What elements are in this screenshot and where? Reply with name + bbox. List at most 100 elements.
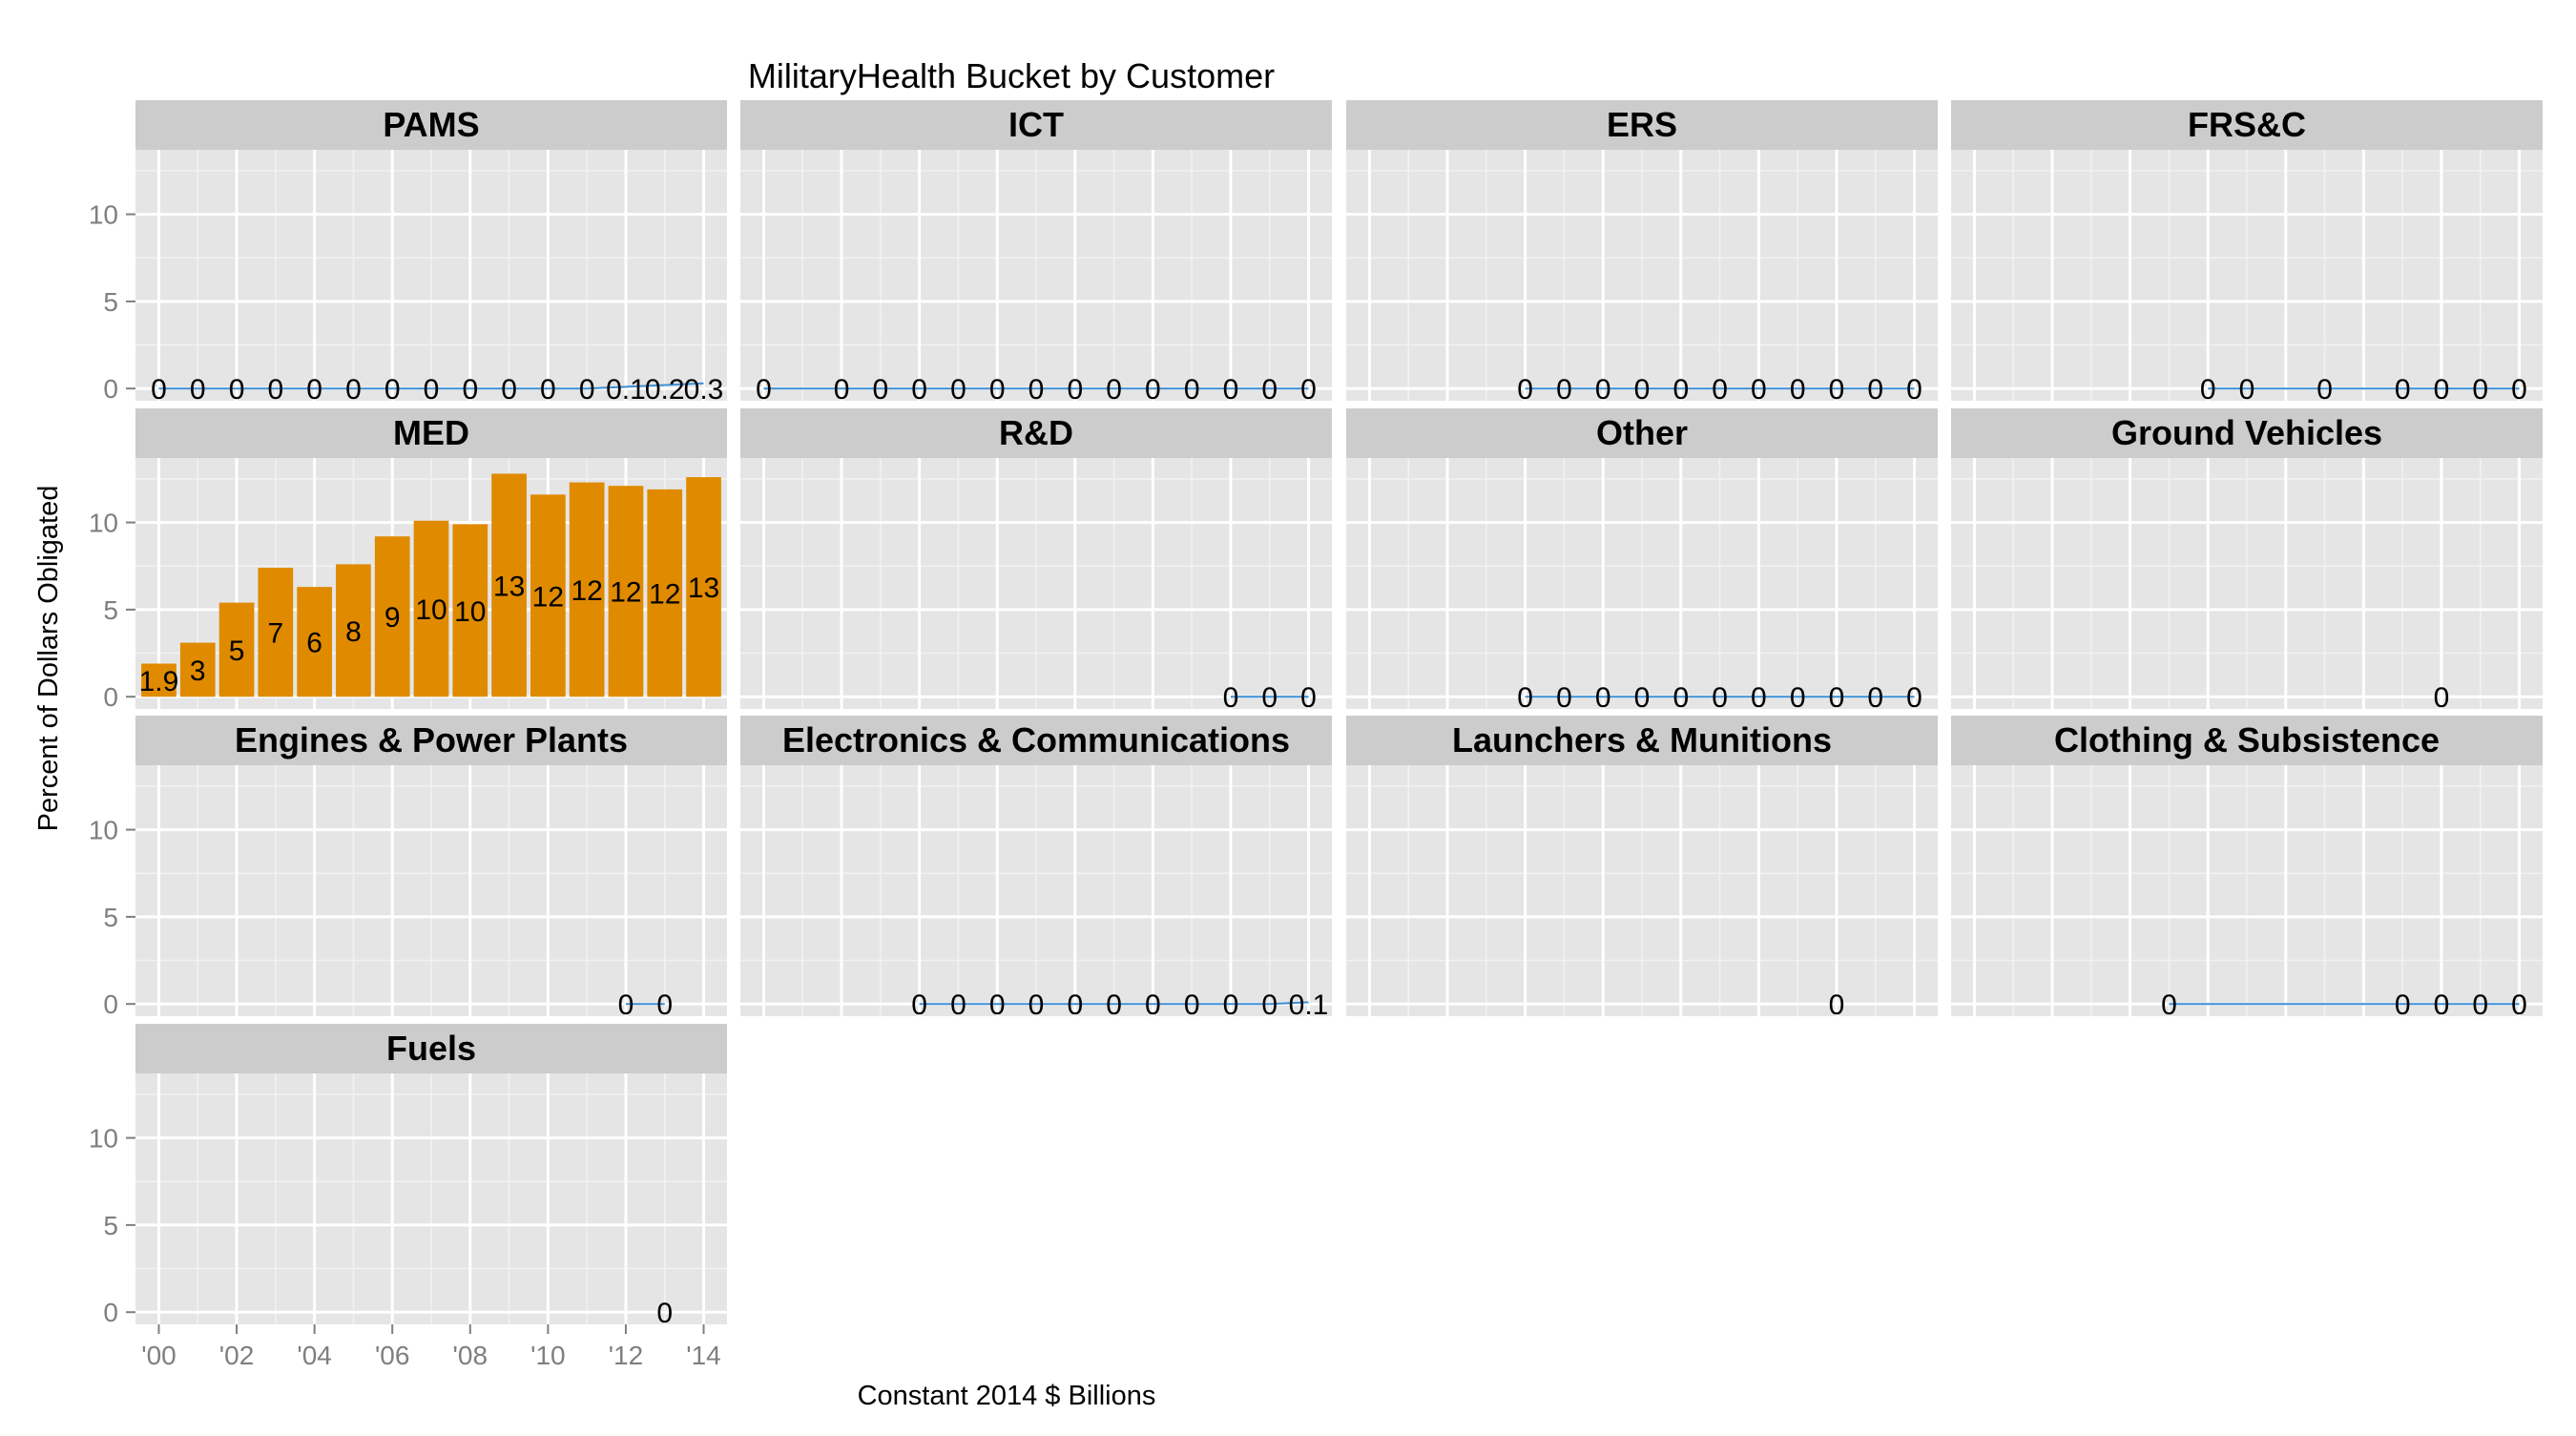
data-label: 0 <box>2395 989 2411 1021</box>
data-label: 0 <box>2472 989 2488 1021</box>
data-label: 0 <box>1634 374 1651 406</box>
facet-strip <box>1951 408 2543 458</box>
data-label: 0 <box>1067 374 1083 406</box>
data-label: 0 <box>1829 989 1845 1021</box>
y-tick-label: 10 <box>89 816 118 845</box>
bar <box>374 536 410 697</box>
data-label: 0 <box>911 989 927 1021</box>
data-label: 0 <box>989 374 1006 406</box>
facet-strip <box>135 408 727 458</box>
data-label: 0 <box>2434 989 2450 1021</box>
facet-strip-label: Fuels <box>386 1029 476 1068</box>
bar <box>530 494 566 697</box>
data-label: 0 <box>872 374 888 406</box>
facet-strip-label: R&D <box>999 413 1073 452</box>
bar <box>297 587 332 697</box>
data-label: 0 <box>1829 682 1845 714</box>
data-label: 0 <box>462 374 478 406</box>
data-label: 0 <box>1906 682 1922 714</box>
data-label: 0 <box>2511 374 2527 406</box>
data-label: 0 <box>1867 374 1883 406</box>
facet-strip <box>740 100 1332 150</box>
bar <box>569 482 605 697</box>
data-label: 0.2 <box>645 374 685 406</box>
facet-strip <box>740 408 1332 458</box>
facet-panel: Ground Vehicles 0 <box>1951 408 2543 714</box>
x-tick-label: '06 <box>375 1341 410 1370</box>
facet-strip <box>1346 408 1938 458</box>
data-label: 0 <box>950 989 966 1021</box>
data-label: 1.9 <box>139 666 179 697</box>
data-label: 0 <box>1556 682 1572 714</box>
data-label: 0 <box>2316 374 2333 406</box>
data-label: 0 <box>540 374 556 406</box>
y-tick-label: 0 <box>103 682 118 712</box>
data-label: 0 <box>950 374 966 406</box>
x-tick-label: '02 <box>219 1341 255 1370</box>
x-tick-label: '12 <box>609 1341 644 1370</box>
data-label: 0 <box>1595 374 1611 406</box>
facet-strip <box>1346 100 1938 150</box>
data-label: 0 <box>190 374 206 406</box>
data-label: 0 <box>384 374 401 406</box>
data-label: 0 <box>2472 374 2488 406</box>
data-label: 0 <box>1300 682 1317 714</box>
data-label: 0 <box>1751 374 1767 406</box>
bar <box>413 520 449 697</box>
data-label: 0 <box>1829 374 1845 406</box>
data-label: 0 <box>989 989 1006 1021</box>
x-axis-label: Constant 2014 $ Billions <box>858 1381 1156 1411</box>
facet-strip-label: Clothing & Subsistence <box>2054 720 2440 760</box>
data-label: 12 <box>532 581 564 613</box>
y-tick-label: 10 <box>89 200 118 230</box>
data-label: 0 <box>1790 374 1806 406</box>
data-label: 13 <box>688 572 719 604</box>
bar <box>141 663 177 697</box>
data-label: 0 <box>1223 374 1239 406</box>
data-label: 0 <box>2434 374 2450 406</box>
facet-panel: R&D0 0 0 <box>740 408 1332 714</box>
data-label: 0 <box>2161 989 2177 1021</box>
facet-strip <box>135 716 727 765</box>
data-label: 0 <box>579 374 595 406</box>
data-label: 0 <box>1867 682 1883 714</box>
y-tick-label: 0 <box>103 989 118 1019</box>
data-label: 0 <box>1517 682 1533 714</box>
bar <box>179 642 216 697</box>
facet-strip-label: PAMS <box>383 105 479 144</box>
data-label: 0 <box>911 374 927 406</box>
data-label: 0 <box>1634 682 1651 714</box>
facet-panel: Fuels 0 5 10 '00 '02 '04 '06 '08 '10 '12 '14 0 <box>89 1024 727 1370</box>
x-tick-label: '14 <box>686 1341 721 1370</box>
data-label: 0 <box>1556 374 1572 406</box>
data-label: 0 <box>618 989 634 1021</box>
data-label: 0 <box>267 374 283 406</box>
x-tick-label: '10 <box>530 1341 566 1370</box>
facet-strip-label: Electronics & Communications <box>782 720 1290 760</box>
y-tick-label: 10 <box>89 509 118 538</box>
y-tick-label: 0 <box>103 374 118 404</box>
data-label: 0 <box>1223 682 1239 714</box>
series-line <box>919 1001 1309 1006</box>
data-label: 0 <box>2511 989 2527 1021</box>
data-label: 0 <box>1028 374 1045 406</box>
data-label: 0 <box>1067 989 1083 1021</box>
y-tick-label: 5 <box>103 287 118 317</box>
bar <box>218 602 255 697</box>
facet-strip-label: MED <box>393 413 469 452</box>
x-tick-label: '04 <box>297 1341 332 1370</box>
y-axis-label: Percent of Dollars Obligated <box>33 486 64 832</box>
data-label: 0 <box>1790 682 1806 714</box>
data-label: 0 <box>1028 989 1045 1021</box>
data-label: 0 <box>1672 374 1689 406</box>
facet-strip <box>1951 716 2543 765</box>
bar <box>686 477 721 697</box>
